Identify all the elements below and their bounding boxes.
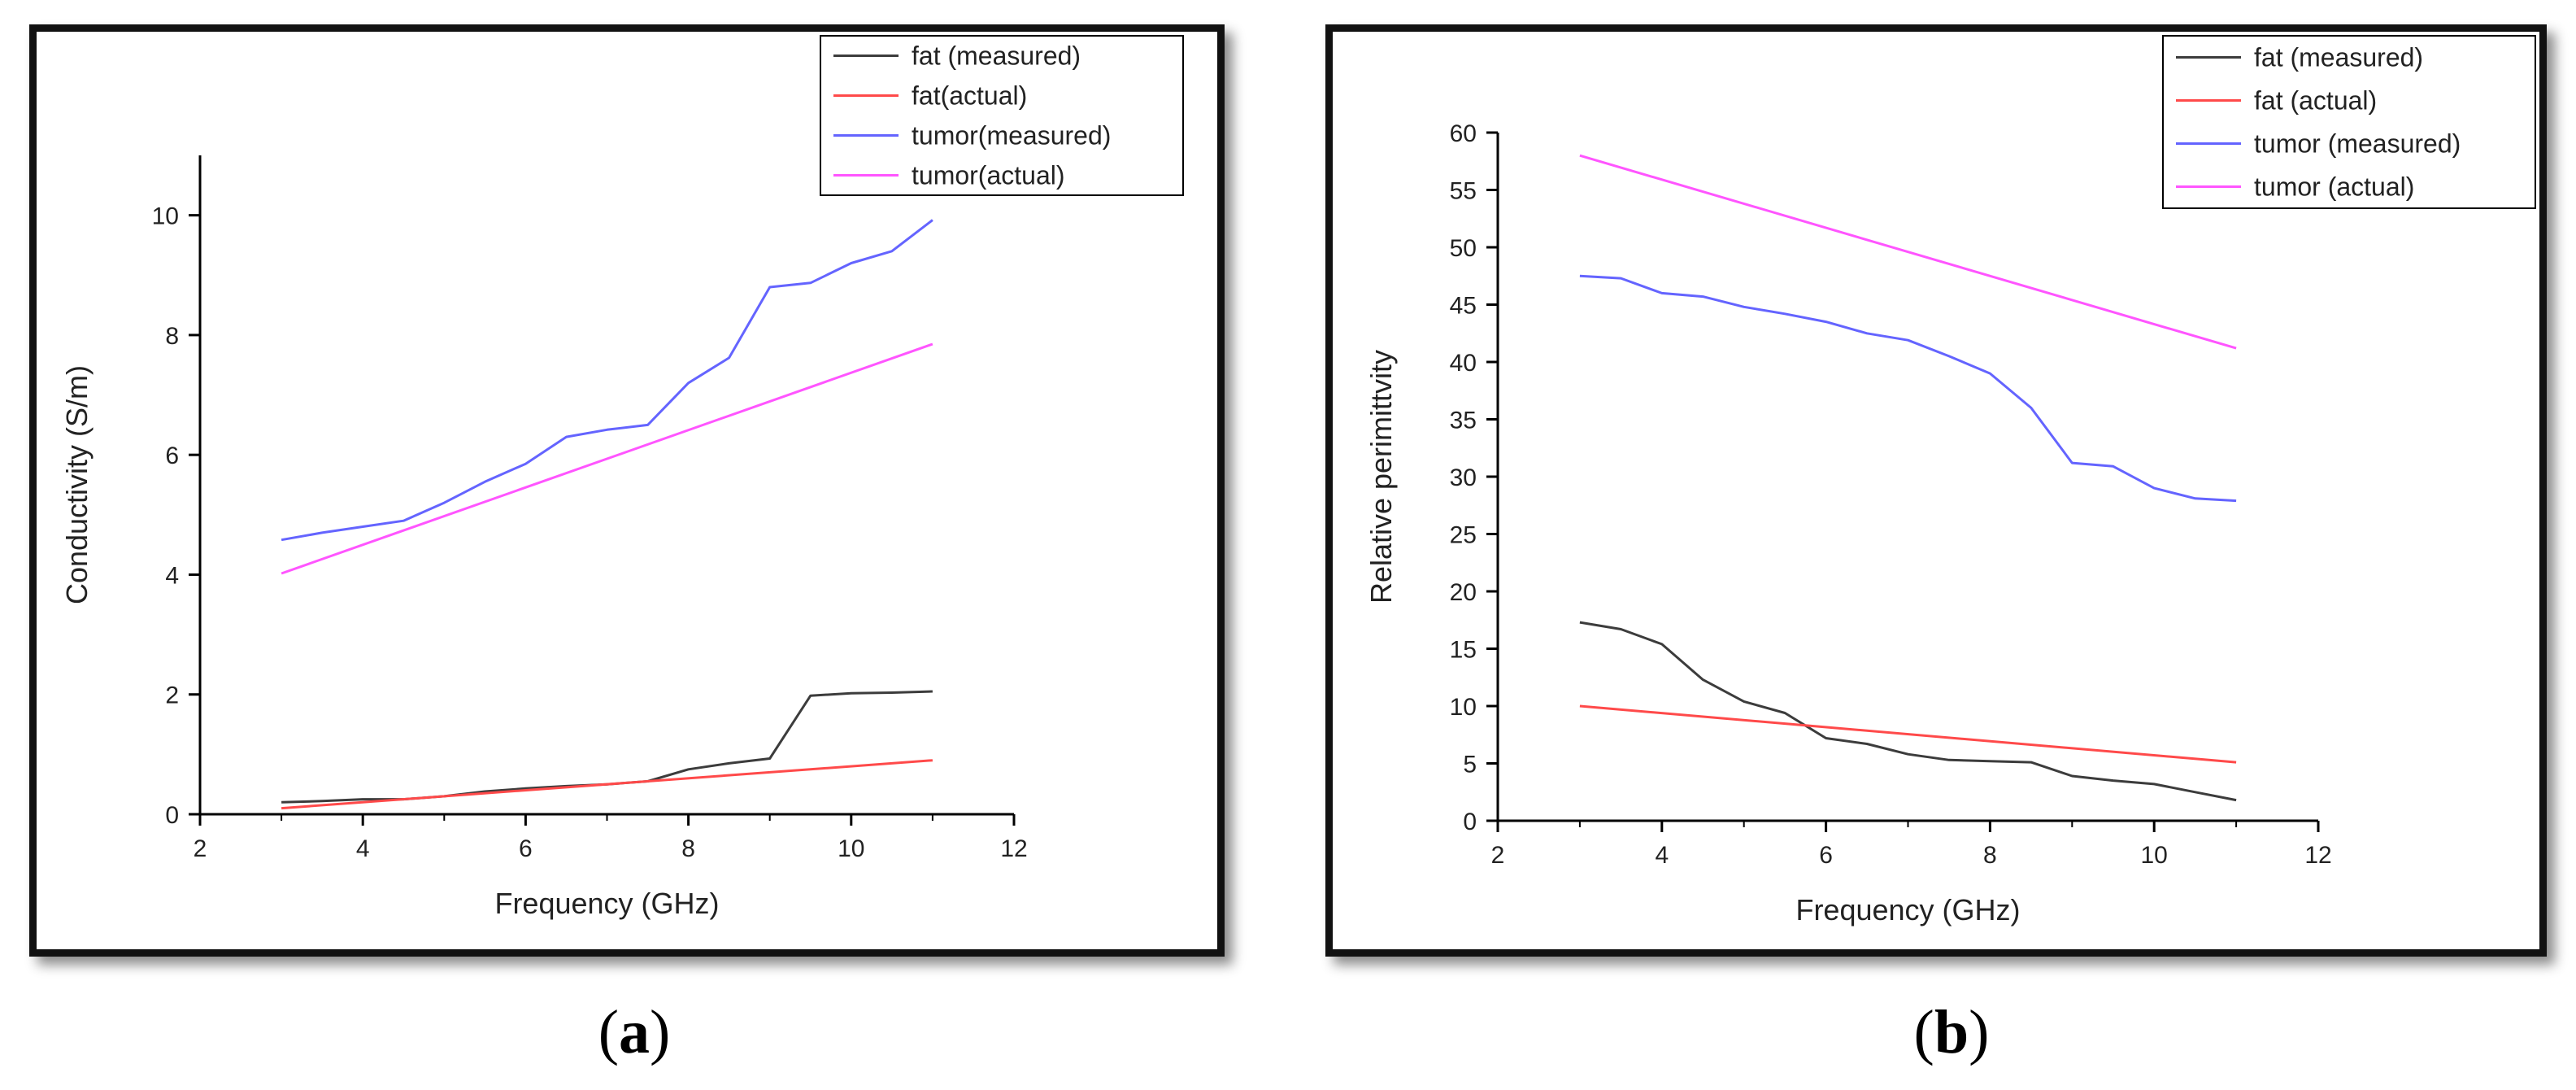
y-tick-label: 10: [1450, 694, 1477, 721]
series-line-2: [281, 219, 933, 542]
x-tick-label: 2: [194, 835, 207, 862]
chart-panel-a: 2 4 6 8 10 12 0 2 4 6 8 10 Frequency (GHz) Conductivi…: [29, 24, 1225, 957]
series-line-3: [281, 342, 933, 575]
y-tick-label: 20: [1450, 579, 1477, 606]
legend-label: fat (measured): [912, 41, 1081, 71]
chart-panel-b: 2 4 6 8 10 12 0 5 10 15 20 25 30 35 40 45 50 55 60 Frequenc…: [1325, 24, 2547, 957]
y-tick-label: 10: [152, 203, 179, 230]
legend-box: [820, 35, 1184, 196]
legend-box: [2162, 35, 2536, 209]
x-tick-label: 6: [519, 835, 533, 862]
legend-label: fat (measured): [2254, 43, 2423, 72]
y-tick-label: 2: [165, 682, 179, 709]
x-tick-label: 2: [1491, 842, 1505, 869]
legend: fat (measured) fat (actual) tumor (measure…: [2162, 35, 2536, 209]
y-tick-label: 40: [1450, 350, 1477, 377]
y-tick-label: 25: [1450, 522, 1477, 549]
series-line-1: [1579, 704, 2237, 764]
x-tick-label: 6: [1819, 842, 1833, 869]
permittivity-chart: 2 4 6 8 10 12 0 5 10 15 20 25 30 35 40 45 50 55 60 Frequenc…: [1364, 35, 2536, 926]
x-tick-label: 8: [681, 835, 695, 862]
x-axis-label: Frequency (GHz): [1795, 893, 2020, 926]
series-line-1: [281, 759, 933, 810]
y-tick-label: 50: [1450, 235, 1477, 262]
caption-b: (b): [1913, 998, 1990, 1066]
series-line-3: [1579, 154, 2237, 350]
series-line-0: [1579, 621, 2237, 802]
caption-a: (a): [598, 998, 671, 1066]
y-tick-label: 55: [1450, 178, 1477, 205]
y-tick-label: 0: [1463, 809, 1477, 835]
y-tick-label: 60: [1450, 120, 1477, 147]
legend-label: fat(actual): [912, 81, 1027, 111]
x-tick-label: 12: [1000, 835, 1027, 862]
x-tick-label: 12: [2304, 842, 2331, 869]
legend-label: tumor(measured): [912, 121, 1111, 150]
x-tick-label: 8: [1983, 842, 1997, 869]
legend-label: tumor (actual): [2254, 172, 2414, 202]
series-line-0: [281, 690, 933, 804]
x-tick-label: 4: [1655, 842, 1669, 869]
y-tick-label: 35: [1450, 408, 1477, 434]
legend-label: tumor(actual): [912, 161, 1065, 190]
y-tick-label: 5: [1463, 752, 1477, 778]
y-tick-label: 8: [165, 323, 179, 350]
y-axis-label: Relative perimittvity: [1364, 350, 1398, 604]
y-axis-label: Conductivity (S/m): [60, 365, 94, 604]
y-tick-label: 30: [1450, 464, 1477, 491]
y-tick-label: 0: [165, 802, 179, 829]
legend-label: fat (actual): [2254, 86, 2377, 116]
series-line-2: [1579, 274, 2237, 503]
y-tick-label: 15: [1450, 637, 1477, 664]
x-tick-label: 4: [356, 835, 370, 862]
x-tick-label: 10: [2141, 842, 2168, 869]
y-tick-label: 6: [165, 443, 179, 469]
y-tick-label: 4: [165, 562, 179, 589]
y-tick-label: 45: [1450, 293, 1477, 320]
legend: fat (measured) fat(actual) tumor(measured)…: [820, 35, 1184, 196]
legend-label: tumor (measured): [2254, 129, 2461, 159]
x-axis-label: Frequency (GHz): [494, 887, 719, 920]
x-tick-label: 10: [838, 835, 864, 862]
